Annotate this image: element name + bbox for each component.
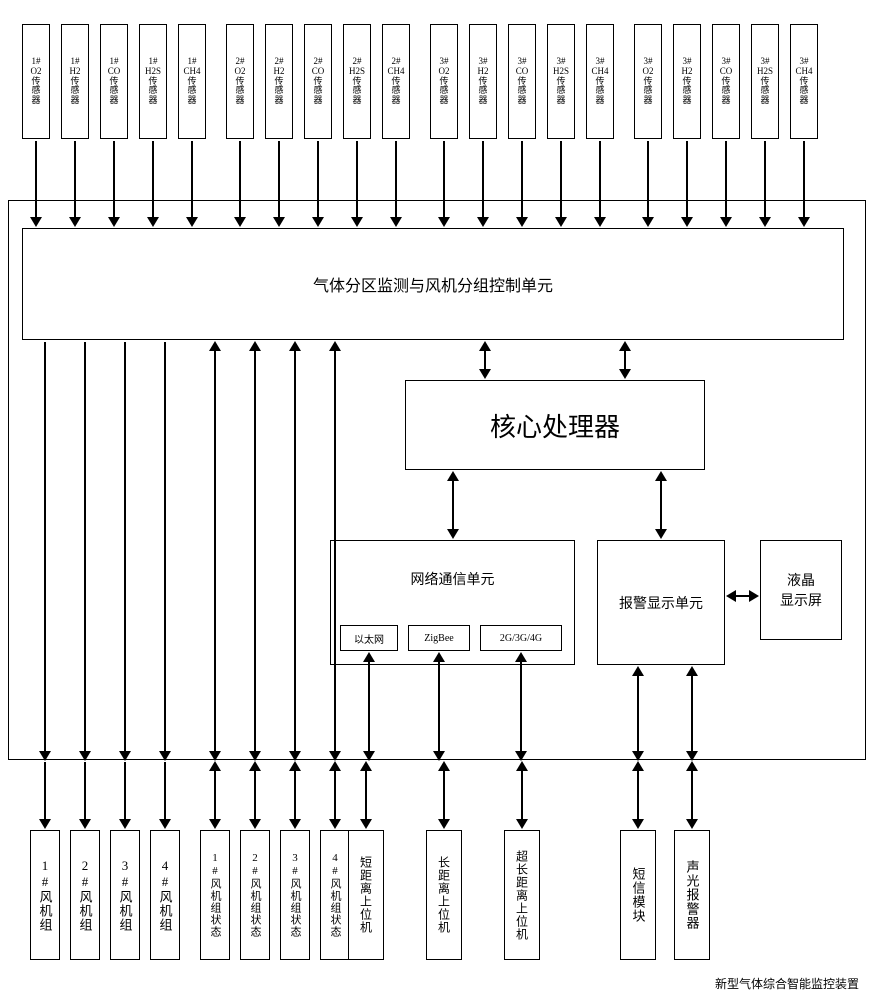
alarm-output: 短信模块 — [620, 830, 656, 960]
host: 超长距离上位机 — [504, 830, 540, 960]
fan-state: 1#风机组状态 — [200, 830, 230, 960]
alarm-output: 声光报警器 — [674, 830, 710, 960]
sensor-box: 2#H2传感器 — [265, 24, 293, 139]
sensor-box: 2#CH4传感器 — [382, 24, 410, 139]
sensor-box: 3#O2传感器 — [634, 24, 662, 139]
sensor-box: 1#H2S传感器 — [139, 24, 167, 139]
sensor-box: 3#CH4传感器 — [790, 24, 818, 139]
fan-group: 4#风机组 — [150, 830, 180, 960]
host: 长距离上位机 — [426, 830, 462, 960]
caption: 新型气体综合智能监控装置 — [715, 975, 859, 992]
fan-state: 2#风机组状态 — [240, 830, 270, 960]
sensor-box: 3#CH4传感器 — [586, 24, 614, 139]
sensor-box: 2#H2S传感器 — [343, 24, 371, 139]
sensor-box: 3#O2传感器 — [430, 24, 458, 139]
sensor-box: 2#CO传感器 — [304, 24, 332, 139]
core-processor: 核心处理器 — [405, 380, 705, 470]
network-sub: 以太网 — [340, 625, 398, 651]
sensor-box: 3#CO传感器 — [508, 24, 536, 139]
sensor-box: 3#CO传感器 — [712, 24, 740, 139]
sensor-box: 3#H2传感器 — [469, 24, 497, 139]
host: 短距离上位机 — [348, 830, 384, 960]
sensor-box: 3#H2传感器 — [673, 24, 701, 139]
fan-group: 2#风机组 — [70, 830, 100, 960]
network-sub: 2G/3G/4G — [480, 625, 562, 651]
sensor-box: 1#O2传感器 — [22, 24, 50, 139]
sensor-box: 1#H2传感器 — [61, 24, 89, 139]
sensor-box: 1#CO传感器 — [100, 24, 128, 139]
sensor-box: 3#H2S传感器 — [751, 24, 779, 139]
sensor-box: 1#CH4传感器 — [178, 24, 206, 139]
fan-group: 3#风机组 — [110, 830, 140, 960]
network-sub: ZigBee — [408, 625, 470, 651]
lcd: 液晶显示屏 — [760, 540, 842, 640]
monitor-unit: 气体分区监测与风机分组控制单元 — [22, 228, 844, 340]
sensor-box: 2#O2传感器 — [226, 24, 254, 139]
fan-state: 4#风机组状态 — [320, 830, 350, 960]
fan-group: 1#风机组 — [30, 830, 60, 960]
sensor-box: 3#H2S传感器 — [547, 24, 575, 139]
fan-state: 3#风机组状态 — [280, 830, 310, 960]
alarm-unit: 报警显示单元 — [597, 540, 725, 665]
